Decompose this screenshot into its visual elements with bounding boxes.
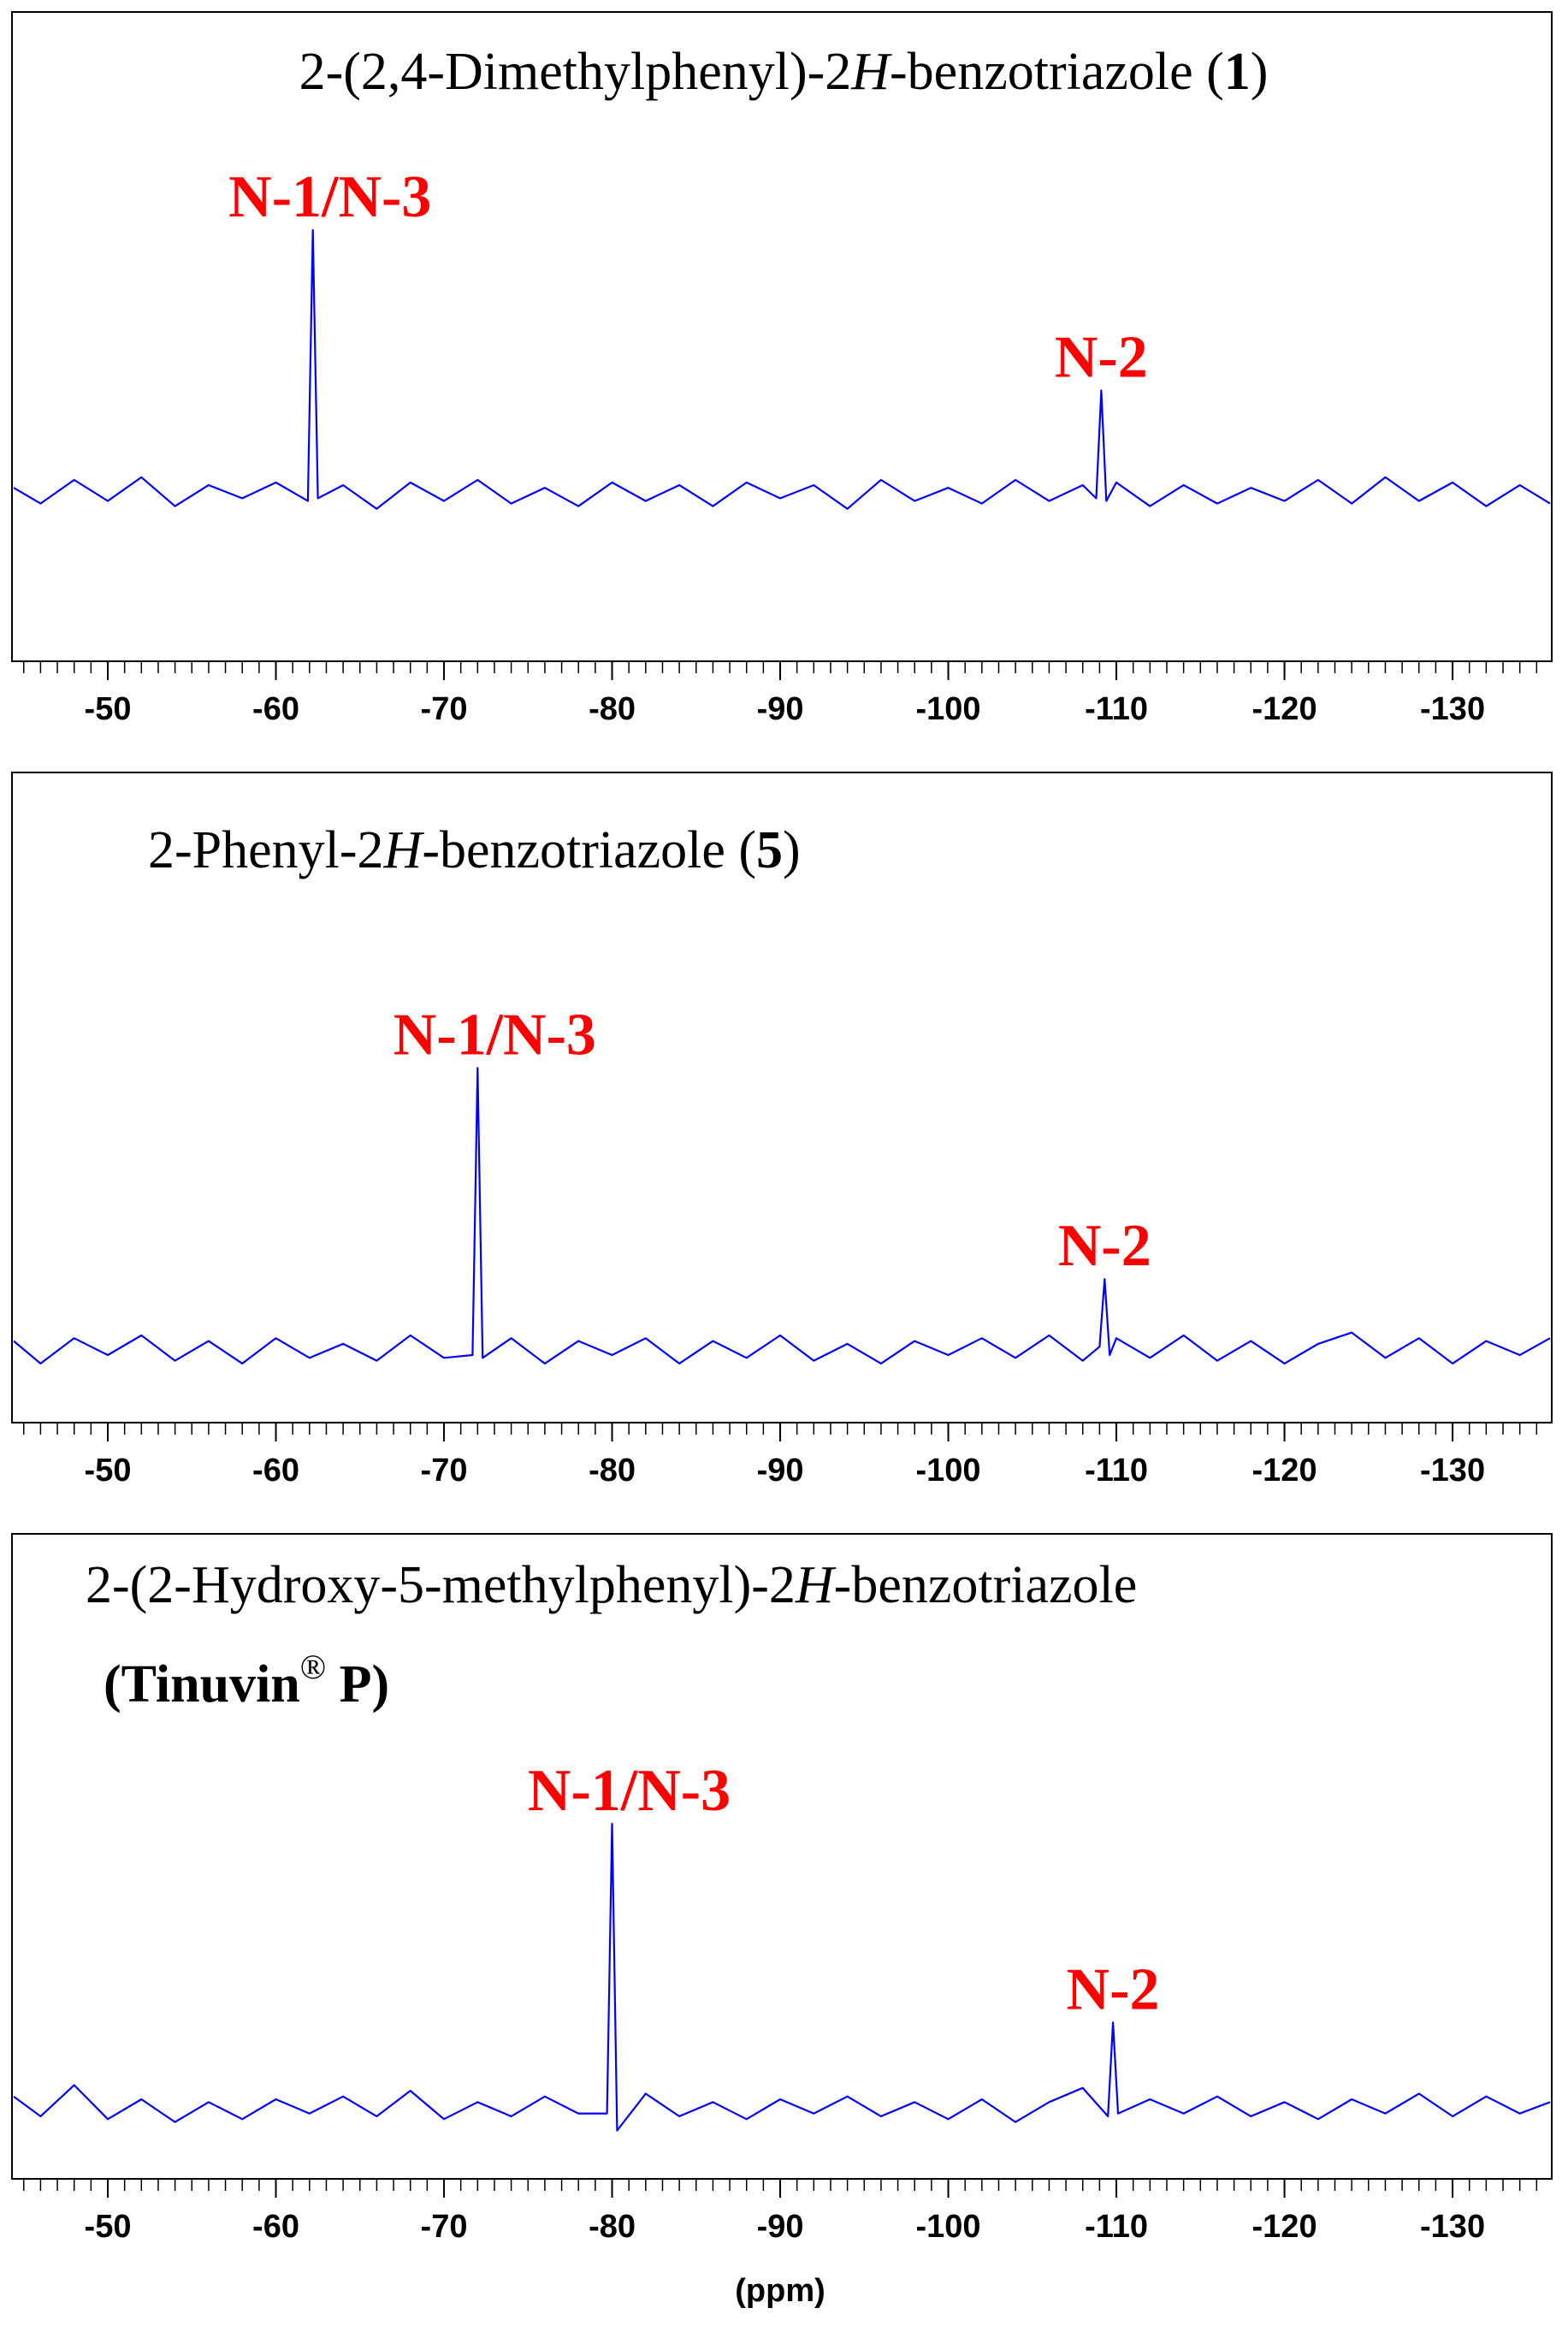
title-run: 2-(2-Hydroxy-5-methylphenyl)-2 — [86, 1556, 796, 1614]
plot-frame — [11, 1533, 1553, 2180]
panel-title: 2-(2-Hydroxy-5-methylphenyl)-2H-benzotri… — [86, 1556, 1137, 1614]
x-tick-label: -130 — [1420, 1453, 1485, 1489]
title-run: H — [850, 43, 892, 101]
x-tick-label: -90 — [757, 2209, 804, 2245]
title-run: -benzotriazole ( — [422, 821, 756, 879]
peak-label: N-2 — [1055, 324, 1148, 390]
title-run: P) — [326, 1655, 389, 1713]
panel-title: (Tinuvin® P) — [104, 1648, 389, 1714]
spectrum-line — [13, 1067, 1551, 1364]
x-tick-label: -80 — [589, 691, 636, 727]
spectrum-line — [13, 1822, 1551, 2132]
x-tick-label: -50 — [85, 2209, 132, 2245]
x-tick-label: -90 — [757, 691, 804, 727]
x-axis-label: (ppm) — [735, 2273, 825, 2309]
title-run: 2-(2,4-Dimethylphenyl)-2 — [299, 43, 852, 101]
x-tick-label: -80 — [589, 1453, 636, 1489]
x-tick-label: -60 — [252, 2209, 299, 2245]
x-tick-label: -80 — [589, 2209, 636, 2245]
title-run: -benzotriazole ( — [890, 43, 1224, 101]
x-tick-label: -120 — [1252, 1453, 1317, 1489]
spectrum-panel: 2-(2-Hydroxy-5-methylphenyl)-2H-benzotri… — [11, 1533, 1553, 2309]
x-tick-label: -50 — [85, 1453, 132, 1489]
x-tick-label: -100 — [916, 1453, 981, 1489]
title-run: (Tinuvin — [104, 1655, 300, 1713]
title-run: H — [795, 1556, 837, 1614]
x-tick-label: -110 — [1085, 1453, 1148, 1489]
spectrum-line — [13, 228, 1551, 510]
x-tick-label: -60 — [252, 1453, 299, 1489]
spectrum-panel: 2-(2,4-Dimethylphenyl)-2H-benzotriazole … — [11, 11, 1553, 727]
peak-label: N-2 — [1058, 1213, 1151, 1279]
x-tick-label: -100 — [916, 691, 981, 727]
plot-frame — [11, 772, 1553, 1423]
title-run: 1 — [1224, 43, 1251, 101]
title-run: ) — [1251, 43, 1269, 101]
x-tick-label: -90 — [757, 1453, 804, 1489]
peak-label: N-1/N-3 — [393, 1002, 596, 1068]
x-tick-label: -120 — [1252, 691, 1317, 727]
x-tick-label: -130 — [1420, 691, 1485, 727]
peak-label: N-2 — [1067, 1956, 1160, 2022]
x-tick-label: -70 — [421, 1453, 468, 1489]
x-tick-label: -100 — [916, 2209, 981, 2245]
title-run: H — [383, 821, 425, 879]
title-run: -benzotriazole — [834, 1556, 1138, 1614]
panel-title: 2-(2,4-Dimethylphenyl)-2H-benzotriazole … — [299, 43, 1269, 101]
x-tick-label: -60 — [252, 691, 299, 727]
panel-title: 2-Phenyl-2H-benzotriazole (5) — [148, 821, 801, 879]
x-tick-label: -50 — [85, 691, 132, 727]
plot-frame — [11, 11, 1553, 662]
title-run: 2-Phenyl-2 — [148, 821, 384, 879]
title-run: ® — [300, 1648, 326, 1686]
x-tick-label: -70 — [421, 2209, 468, 2245]
x-tick-label: -70 — [421, 691, 468, 727]
spectrum-panel: 2-Phenyl-2H-benzotriazole (5) -50 -60 -70 -8… — [11, 772, 1553, 1489]
peak-label: N-1/N-3 — [228, 164, 431, 230]
title-run: ) — [783, 821, 801, 879]
peak-label: N-1/N-3 — [528, 1758, 731, 1824]
x-tick-label: -110 — [1085, 2209, 1148, 2245]
x-tick-label: -120 — [1252, 2209, 1317, 2245]
title-run: 5 — [756, 821, 783, 879]
x-tick-label: -130 — [1420, 2209, 1485, 2245]
x-tick-label: -110 — [1085, 691, 1148, 727]
